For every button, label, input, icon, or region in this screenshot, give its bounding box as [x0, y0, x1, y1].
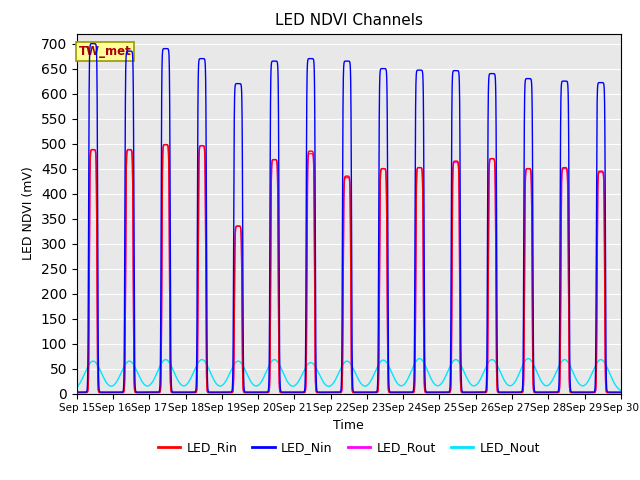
- Title: LED NDVI Channels: LED NDVI Channels: [275, 13, 423, 28]
- Text: TW_met: TW_met: [79, 45, 131, 58]
- X-axis label: Time: Time: [333, 419, 364, 432]
- Y-axis label: LED NDVI (mV): LED NDVI (mV): [22, 167, 35, 261]
- Legend: LED_Rin, LED_Nin, LED_Rout, LED_Nout: LED_Rin, LED_Nin, LED_Rout, LED_Nout: [153, 436, 545, 459]
